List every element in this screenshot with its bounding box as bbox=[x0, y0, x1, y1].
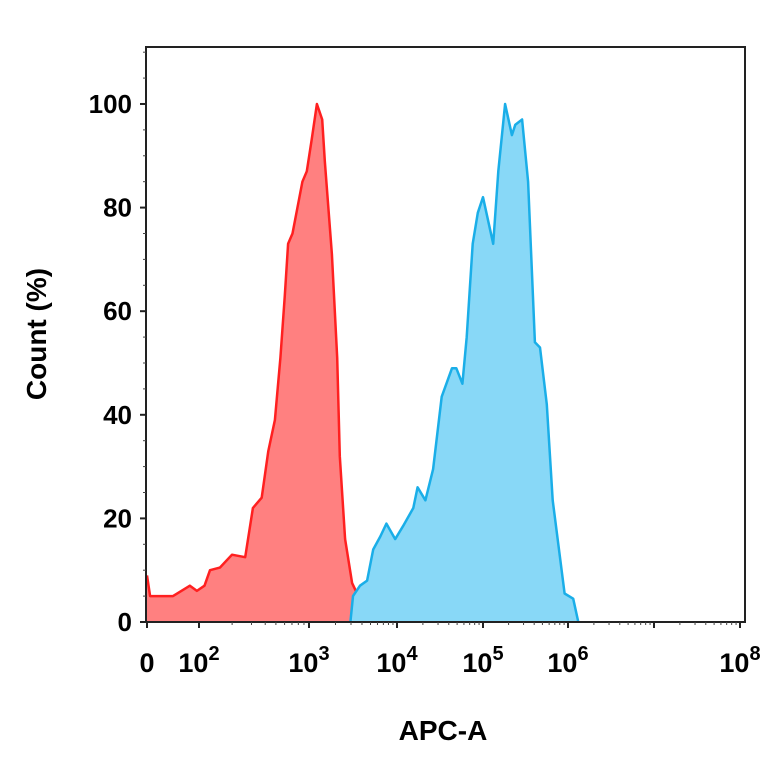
y-tick-label: 40 bbox=[103, 400, 132, 430]
x-tick-base: 10 bbox=[376, 648, 406, 678]
x-tick-base: 10 bbox=[462, 648, 492, 678]
x-tick-exponent: 3 bbox=[318, 643, 329, 665]
y-tick-label: 20 bbox=[103, 503, 132, 533]
x-tick-base: 10 bbox=[547, 648, 577, 678]
x-tick-exponent: 4 bbox=[406, 643, 418, 665]
x-tick-label: 103 bbox=[288, 643, 329, 678]
x-tick-label: 102 bbox=[178, 643, 219, 678]
series-line-0 bbox=[145, 102, 374, 623]
y-tick-label: 100 bbox=[89, 89, 132, 119]
y-axis-label: Count (%) bbox=[21, 268, 52, 400]
x-axis-label: APC-A bbox=[399, 715, 488, 746]
plot-frame bbox=[145, 46, 746, 623]
x-tick-base: 0 bbox=[139, 648, 154, 678]
y-tick-label: 80 bbox=[103, 193, 132, 223]
x-tick-label: 105 bbox=[462, 643, 503, 678]
x-tick-label: 106 bbox=[547, 643, 588, 678]
x-tick-label: 108 bbox=[719, 643, 760, 678]
x-tick-exponent: 2 bbox=[208, 643, 219, 665]
series-line-1 bbox=[349, 102, 580, 623]
x-tick-exponent: 5 bbox=[492, 643, 503, 665]
x-tick-exponent: 6 bbox=[577, 643, 588, 665]
x-tick-base: 10 bbox=[178, 648, 208, 678]
series-layer bbox=[145, 102, 580, 623]
y-tick-label: 0 bbox=[118, 607, 132, 637]
x-tick-base: 10 bbox=[719, 648, 749, 678]
series-fill-0 bbox=[147, 104, 373, 622]
x-tick-base: 10 bbox=[288, 648, 318, 678]
x-tick-exponent: 8 bbox=[749, 643, 760, 665]
x-tick-label: 104 bbox=[376, 643, 418, 678]
y-tick-label: 60 bbox=[103, 296, 132, 326]
x-tick-label: 0 bbox=[139, 648, 154, 678]
